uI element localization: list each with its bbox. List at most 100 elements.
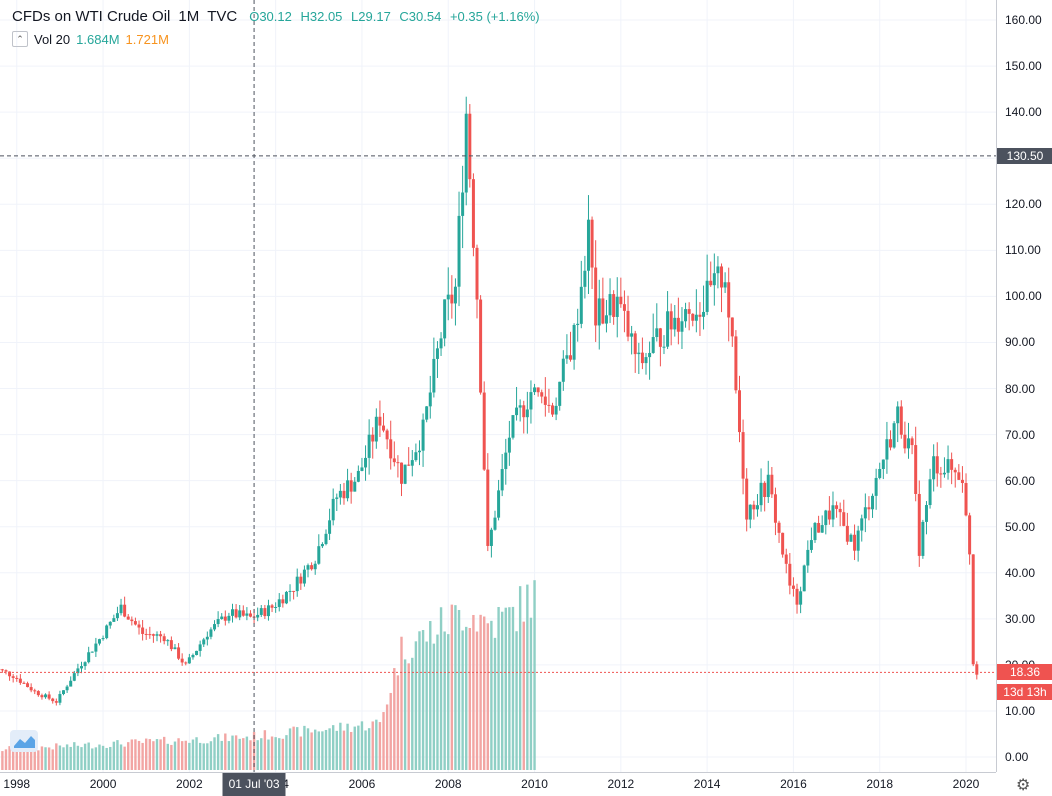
volume-label[interactable]: Vol 20 [34, 32, 70, 47]
candle-body [299, 577, 302, 584]
gear-icon[interactable]: ⚙ [1016, 775, 1030, 795]
candle-body [195, 651, 198, 655]
symbol-title[interactable]: CFDs on WTI Crude Oil [12, 8, 170, 25]
candle-body [796, 589, 799, 605]
candle-body [217, 619, 220, 624]
price-tick: 0.00 [1005, 750, 1028, 764]
price-axis[interactable]: 0.0010.0020.0030.0040.0050.0060.0070.008… [996, 0, 1052, 772]
candle-body [109, 622, 112, 626]
volume-bar [152, 741, 154, 770]
candle-body [4, 670, 7, 671]
candle-body [925, 505, 928, 522]
volume-bar [476, 632, 478, 770]
candle-body [857, 531, 860, 551]
candle-body [80, 666, 83, 668]
volume-bar [361, 721, 363, 770]
volume-bar [307, 728, 309, 770]
volume-bar [332, 725, 334, 770]
candle-body [332, 499, 335, 520]
volume-bar [314, 730, 316, 770]
volume-bar [213, 737, 215, 770]
volume-bar [515, 631, 517, 770]
candle-body [583, 271, 586, 287]
volume-bar [174, 742, 176, 770]
candle-body [594, 268, 597, 326]
volume-bar [116, 740, 118, 770]
volume-bar [433, 644, 435, 770]
candle-body [227, 616, 230, 621]
candle-body [414, 452, 417, 460]
volume-bar [62, 747, 64, 770]
candle-body [609, 294, 612, 315]
volume-bar [443, 631, 445, 770]
candle-body [245, 613, 248, 615]
candle-body [188, 657, 191, 663]
candle-body [580, 287, 583, 324]
interval-label[interactable]: 1M [178, 8, 199, 25]
change-value: +0.35 (+1.16%) [450, 9, 540, 24]
candle-body [569, 355, 572, 359]
candle-body [271, 605, 274, 607]
tradingview-logo-icon[interactable] [10, 730, 38, 752]
candle-body [695, 315, 698, 321]
candle-body [166, 640, 169, 641]
candle-body [526, 409, 529, 417]
candle-body [724, 282, 727, 287]
candle-body [30, 687, 33, 690]
candle-body [454, 287, 457, 304]
volume-bar [246, 737, 248, 770]
price-tick: 30.00 [1005, 612, 1035, 626]
candle-body [184, 662, 187, 663]
price-tick: 110.00 [1005, 243, 1041, 257]
year-tick: 2018 [866, 777, 893, 791]
volume-bar [1, 751, 3, 770]
plot-area[interactable]: CFDs on WTI Crude Oil 1M TVC O30.12 H32.… [0, 0, 996, 772]
candle-body [285, 592, 288, 603]
candle-body [814, 523, 817, 540]
year-tick: 2020 [953, 777, 980, 791]
candle-body [303, 570, 306, 584]
candle-body [684, 309, 687, 321]
volume-bar [267, 740, 269, 770]
candle-body [666, 311, 669, 346]
candle-body [598, 298, 601, 325]
volume-bar [339, 723, 341, 770]
candle-body [120, 605, 123, 613]
candle-body [655, 328, 658, 337]
candle-body [181, 659, 184, 663]
candle-body [19, 679, 22, 683]
year-tick: 2012 [607, 777, 634, 791]
collapse-chevron-icon[interactable]: ⌃ [12, 31, 28, 47]
candle-body [932, 456, 935, 479]
candle-body [317, 546, 320, 564]
volume-bar [80, 747, 82, 770]
candle-body [206, 637, 209, 640]
high-value: H32.05 [300, 9, 342, 24]
candle-body [328, 520, 331, 534]
candle-body [547, 405, 550, 406]
candle-body [846, 526, 849, 542]
volume-bar [483, 617, 485, 770]
volume-bar [231, 736, 233, 770]
candle-body [875, 478, 878, 496]
time-axis[interactable]: 1998200020022004200620082010201220142016… [0, 772, 996, 796]
volume-bar [429, 621, 431, 770]
candle-body [641, 353, 644, 363]
candle-body [274, 607, 277, 608]
year-tick: 1998 [3, 777, 30, 791]
candle-body [490, 530, 493, 546]
candle-body [371, 435, 374, 442]
candle-body [537, 387, 540, 392]
volume-bar [343, 731, 345, 770]
candlestick-chart[interactable] [0, 0, 996, 772]
candle-body [422, 420, 425, 451]
candle-body [954, 470, 957, 472]
volume-bar [292, 727, 294, 770]
volume-bar [526, 585, 528, 770]
candle-body [749, 505, 752, 520]
candle-body [155, 634, 158, 636]
volume-bar [458, 610, 460, 770]
volume-bar [59, 745, 61, 770]
volume-bar [404, 659, 406, 770]
candle-body [605, 315, 608, 323]
